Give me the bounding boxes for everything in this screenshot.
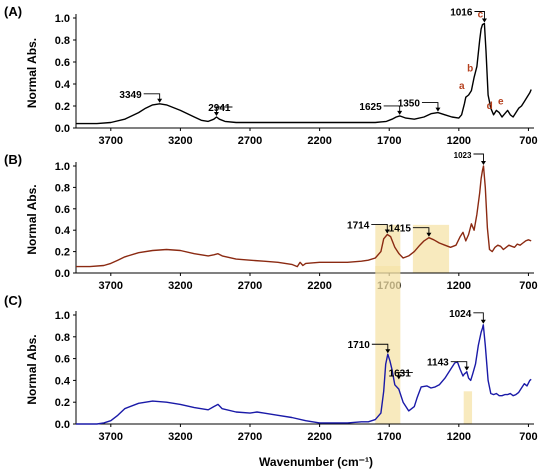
x-tick-label: 2200	[307, 280, 331, 292]
y-tick-label: 0.4	[55, 375, 71, 387]
peak-arrowhead	[157, 98, 163, 103]
y-tick-label: 0.8	[55, 332, 70, 344]
x-tick-label: 700	[519, 135, 537, 147]
y-tick-label: 0.0	[55, 419, 70, 431]
y-tick-label: 0.6	[55, 57, 70, 69]
x-tick-label: 2200	[307, 431, 331, 443]
highlight-band	[412, 224, 450, 273]
x-tick-label: 2700	[238, 135, 262, 147]
peak-label: 1415	[389, 224, 412, 235]
peak-label: 3349	[119, 90, 142, 101]
y-tick-label: 0.8	[55, 35, 70, 47]
panel-label: (A)	[4, 4, 22, 19]
peak-arrow	[473, 312, 484, 323]
x-tick-label: 3200	[168, 280, 192, 292]
y-tick-label: 0.6	[55, 354, 70, 366]
panel-label: (C)	[4, 293, 22, 308]
x-tick-label: 1700	[377, 135, 401, 147]
y-tick-label: 1.0	[55, 161, 70, 173]
x-tick-label: 1700	[377, 431, 401, 443]
series-line	[76, 324, 532, 425]
peak-label: 1350	[398, 99, 421, 110]
panel-c: 0.0 0.2 0.4 0.6 0.8 1.0 3700 3200 2700 2200 1700 12…	[4, 266, 538, 443]
panel-b: 0.00.20.40.60.81.03700320027002200170012…	[4, 151, 538, 292]
peak-label: 2941	[208, 103, 231, 114]
peak-arrow	[143, 93, 161, 102]
x-tick-label: 3700	[99, 280, 123, 292]
peak-label: 1625	[359, 102, 382, 113]
peak-arrowhead	[397, 110, 403, 115]
peak-arrow	[421, 102, 439, 111]
band-letter: e	[498, 96, 504, 107]
x-tick-label: 3700	[99, 135, 123, 147]
peak-arrowhead	[435, 107, 441, 112]
x-axis-title: Wavenumber (cm⁻¹)	[259, 455, 373, 469]
y-tick-label: 0.6	[55, 204, 70, 216]
y-tick-label: 0.4	[55, 79, 71, 91]
x-tick-label: 3200	[168, 135, 192, 147]
y-axis-title: Normal Abs.	[25, 38, 39, 108]
peak-arrowhead	[213, 112, 219, 116]
y-tick-label: 0.2	[55, 397, 70, 409]
peak-arrowhead	[480, 319, 486, 324]
peak-label: 1023	[454, 151, 472, 160]
y-axis-title: Normal Abs.	[25, 184, 39, 254]
y-tick-label: 0.2	[55, 101, 70, 113]
x-tick-label: 2200	[307, 135, 331, 147]
x-tick-label: 1200	[447, 431, 471, 443]
peak-arrowhead	[426, 232, 432, 237]
peak-arrowhead	[480, 161, 486, 165]
panel-a: 0.0 0.2 0.4 0.6 0.8 1.0 3700 3200 2700 2200 1700 12…	[4, 4, 538, 147]
peak-arrowhead	[481, 18, 487, 23]
peak-label: 1710	[348, 340, 371, 351]
panel-label: (B)	[4, 152, 22, 167]
band-letter: a	[459, 81, 465, 92]
series-line	[76, 22, 532, 125]
x-tick-label: 3700	[99, 431, 123, 443]
y-tick-label: 0.0	[55, 268, 70, 280]
y-axis-title: Normal Abs.	[25, 334, 39, 404]
x-tick-label: 1200	[447, 280, 471, 292]
y-tick-label: 0.0	[55, 123, 70, 135]
peak-arrow	[474, 11, 485, 22]
peak-arrowhead	[464, 366, 470, 371]
y-tick-label: 1.0	[55, 310, 70, 322]
peak-arrowhead	[385, 349, 391, 354]
x-tick-label: 2700	[238, 431, 262, 443]
y-tick-label: 0.4	[55, 225, 71, 237]
peak-label: 1143	[427, 358, 449, 369]
highlight-band	[463, 391, 473, 424]
band-letter: d	[487, 101, 493, 112]
peak-label: 1631	[389, 368, 412, 379]
peak-label: 1016	[450, 8, 473, 19]
peak-arrowhead	[396, 375, 402, 380]
x-tick-label: 3200	[168, 431, 192, 443]
x-tick-label: 1200	[447, 135, 471, 147]
x-tick-label: 700	[519, 280, 537, 292]
y-tick-label: 0.2	[55, 247, 70, 259]
y-tick-label: 0.8	[55, 182, 70, 194]
peak-arrowhead	[384, 229, 390, 234]
series-line	[76, 165, 532, 268]
peak-label: 1714	[347, 220, 370, 231]
x-tick-label: 700	[519, 431, 537, 443]
peak-label: 1024	[449, 309, 472, 320]
y-tick-label: 1.0	[55, 13, 70, 25]
peak-arrow	[473, 153, 484, 164]
band-letter: b	[467, 63, 473, 74]
band-letter: c	[478, 10, 484, 21]
x-tick-label: 2700	[238, 280, 262, 292]
panels: 0.0 0.2 0.4 0.6 0.8 1.0 3700 3200 2700 2200 1700 12…	[4, 4, 538, 443]
